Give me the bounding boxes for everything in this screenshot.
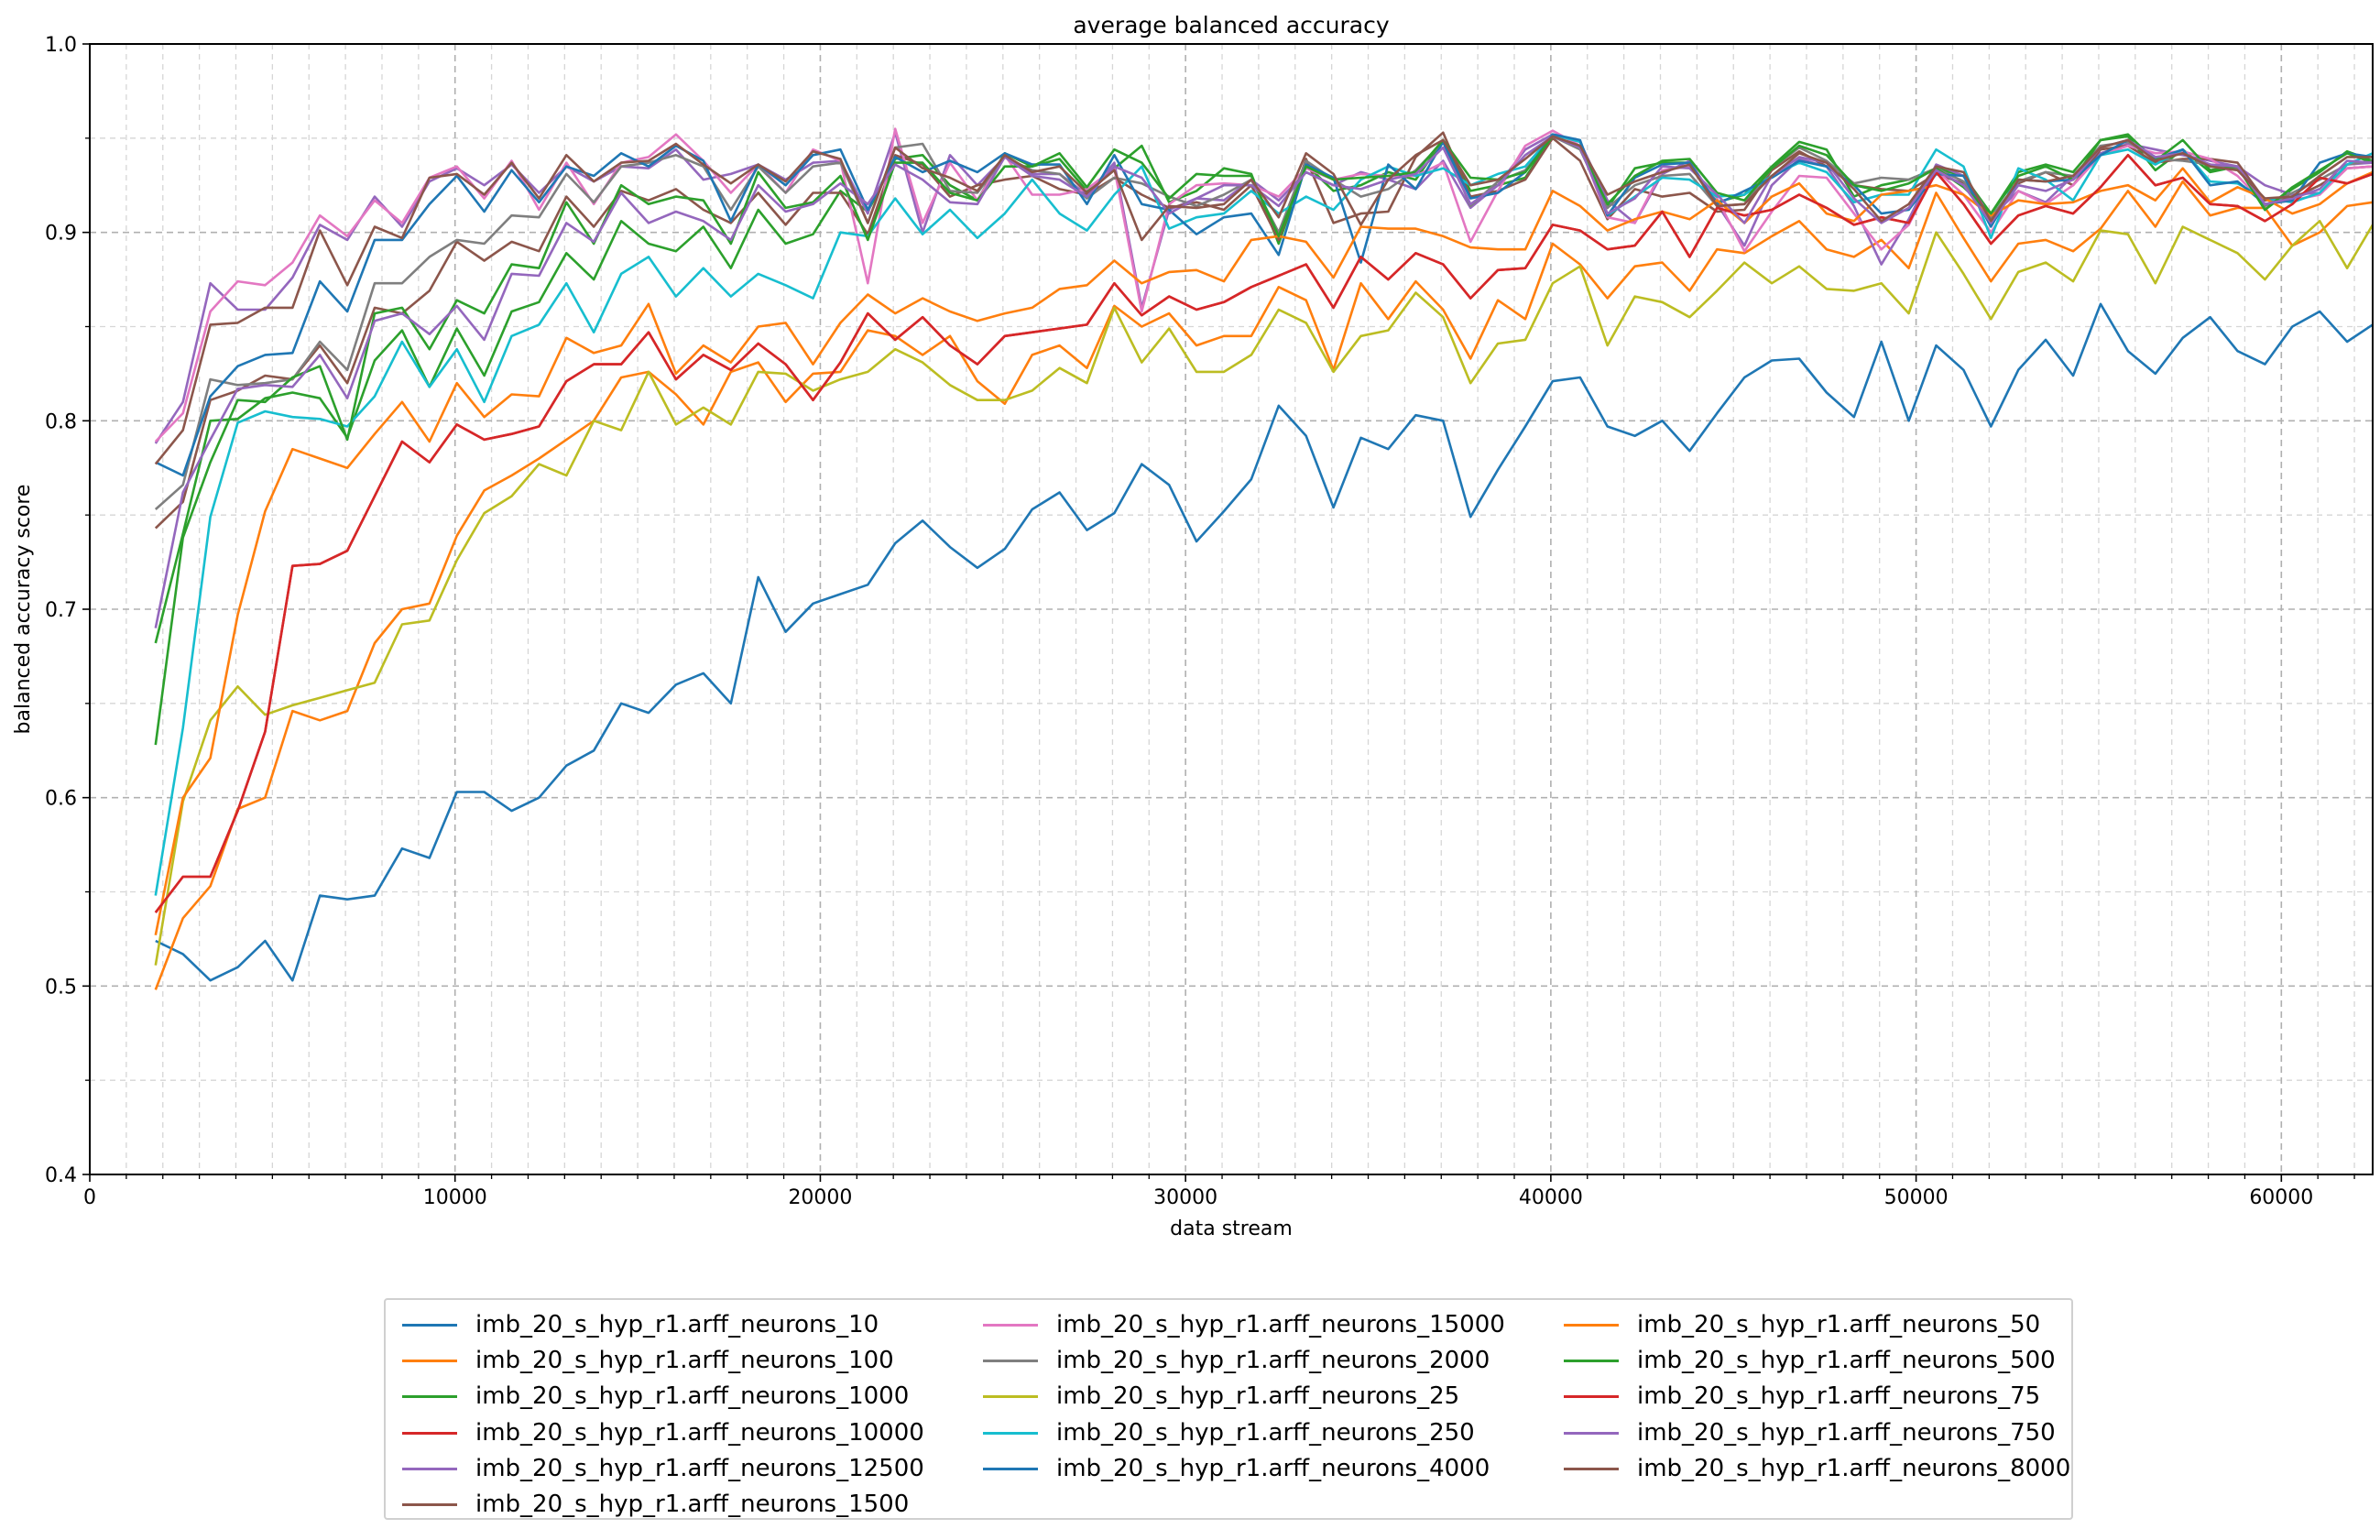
x-axis-label: data stream [1170, 1218, 1293, 1240]
y-tick-label: 0.6 [45, 788, 77, 811]
tick-layer: 0 10000 20000 30000 40000 50000 60000 0.4 0.5 0.6… [45, 34, 2355, 1209]
x-tick-label: 0 [83, 1186, 96, 1209]
y-tick-label: 0.7 [45, 599, 77, 622]
chart-title: average balanced accuracy [1073, 12, 1390, 38]
legend-swatch [983, 1395, 1038, 1399]
legend-swatch [402, 1467, 457, 1470]
legend-swatch [983, 1360, 1038, 1363]
series-line [154, 180, 2374, 990]
legend-label: imb_20_s_hyp_r1.arff_neurons_4000 [1056, 1454, 1490, 1482]
series-line [154, 131, 2374, 444]
legend-label: imb_20_s_hyp_r1.arff_neurons_2000 [1056, 1347, 1490, 1375]
legend-swatch [1564, 1395, 1619, 1399]
y-tick-label: 0.5 [45, 976, 77, 999]
legend-label: imb_20_s_hyp_r1.arff_neurons_1000 [475, 1382, 910, 1411]
legend-swatch [402, 1502, 457, 1506]
legend-label: imb_20_s_hyp_r1.arff_neurons_750 [1637, 1418, 2056, 1447]
x-tick-label: 40000 [1519, 1186, 1583, 1209]
legend-swatch [402, 1431, 457, 1435]
series-line [154, 135, 2374, 628]
y-axis-label: balanced accuracy score [12, 485, 35, 735]
series-line [154, 167, 2374, 936]
series-line [154, 154, 2374, 913]
legend-swatch [1564, 1324, 1619, 1327]
y-tick-label: 0.9 [45, 223, 77, 246]
x-tick-label: 10000 [423, 1186, 487, 1209]
legend-label: imb_20_s_hyp_r1.arff_neurons_8000 [1637, 1454, 2071, 1482]
series-layer [154, 127, 2375, 990]
legend: imb_20_s_hyp_r1.arff_neurons_10 imb_20_s_… [384, 1298, 2073, 1520]
series-line [154, 135, 2373, 465]
x-tick-label: 30000 [1153, 1186, 1217, 1209]
series-line [154, 154, 2374, 913]
y-tick-label: 0.4 [45, 1164, 77, 1187]
grid-layer [90, 44, 2373, 1174]
legend-label: imb_20_s_hyp_r1.arff_neurons_100 [475, 1347, 894, 1375]
legend-label: imb_20_s_hyp_r1.arff_neurons_250 [1056, 1418, 1475, 1447]
legend-label: imb_20_s_hyp_r1.arff_neurons_10 [475, 1311, 879, 1338]
series-line [154, 133, 2374, 746]
x-tick-label: 20000 [788, 1186, 852, 1209]
y-tick-label: 0.8 [45, 410, 77, 433]
legend-label: imb_20_s_hyp_r1.arff_neurons_1500 [475, 1490, 910, 1518]
x-tick-label: 60000 [2249, 1186, 2313, 1209]
legend-label: imb_20_s_hyp_r1.arff_neurons_75 [1637, 1382, 2041, 1411]
legend-swatch [983, 1324, 1038, 1327]
y-tick-label: 1.0 [45, 34, 77, 57]
legend-swatch [1564, 1467, 1619, 1470]
legend-label: imb_20_s_hyp_r1.arff_neurons_50 [1637, 1311, 2041, 1338]
legend-label: imb_20_s_hyp_r1.arff_neurons_25 [1056, 1382, 1460, 1411]
series-line [155, 302, 2374, 982]
legend-swatch [402, 1324, 457, 1327]
legend-swatch [983, 1467, 1038, 1470]
legend-label: imb_20_s_hyp_r1.arff_neurons_12500 [475, 1454, 924, 1482]
series-line [154, 220, 2375, 966]
legend-swatch [1564, 1360, 1619, 1363]
legend-swatch [402, 1360, 457, 1363]
legend-label: imb_20_s_hyp_r1.arff_neurons_15000 [1056, 1311, 1505, 1338]
legend-swatch [402, 1395, 457, 1399]
legend-label: imb_20_s_hyp_r1.arff_neurons_10000 [475, 1418, 924, 1447]
legend-swatch [1564, 1431, 1619, 1435]
x-tick-label: 50000 [1884, 1186, 1949, 1209]
legend-label: imb_20_s_hyp_r1.arff_neurons_500 [1637, 1347, 2056, 1375]
legend-swatch [983, 1431, 1038, 1435]
